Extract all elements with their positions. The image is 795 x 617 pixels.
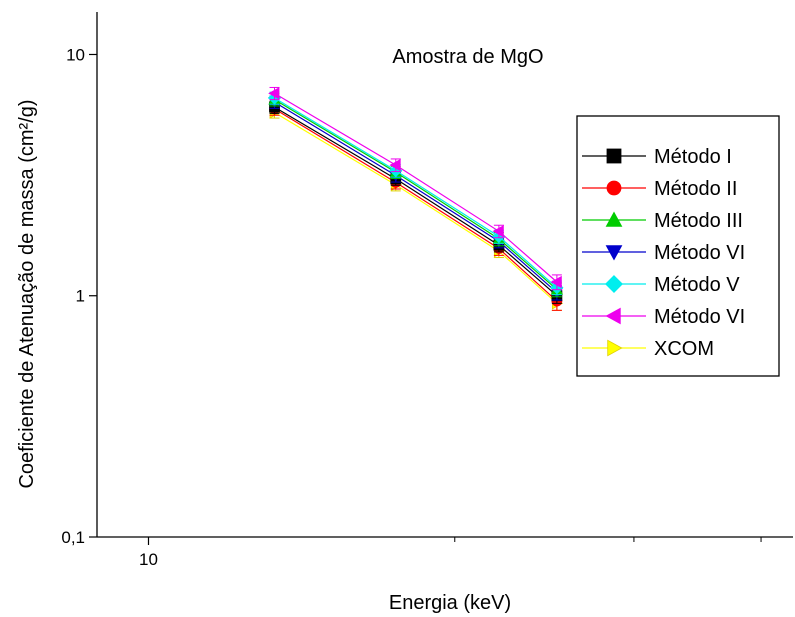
series-line	[274, 106, 558, 297]
legend-item: Método III	[582, 210, 743, 232]
series-6	[268, 86, 562, 291]
series-line	[274, 111, 558, 304]
y-axis-title: Coeficiente de Atenuação de massa (cm²/g…	[16, 99, 38, 488]
legend-marker	[605, 275, 623, 293]
legend-item: Método I	[582, 146, 732, 168]
series-line	[274, 92, 558, 283]
series-layer	[267, 86, 564, 311]
plot-frame	[96, 12, 793, 538]
data-point	[389, 158, 401, 172]
chart-title: Amostra de MgO	[392, 46, 543, 68]
legend-label: Método VI	[654, 242, 745, 264]
y-tick-label: 0,1	[61, 528, 85, 547]
axis-ticks: 0,1 1 10 10	[61, 45, 762, 569]
legend-marker	[606, 180, 622, 196]
series-line	[274, 97, 558, 289]
data-point	[268, 87, 280, 100]
legend-marker	[607, 339, 623, 357]
x-axis-title: Energia (keV)	[389, 592, 511, 614]
series-line	[274, 99, 558, 291]
legend-label: Método I	[654, 146, 732, 168]
legend-label: Método V	[654, 274, 740, 296]
legend-label: Método VI	[654, 306, 745, 328]
data-point	[550, 275, 562, 289]
legend-items: Método I Método II Método III Método VI Méto…	[582, 146, 745, 360]
legend-label: Método III	[654, 210, 743, 232]
legend-marker	[606, 148, 622, 164]
legend: Método I Método II Método III Método VI Méto…	[576, 115, 780, 377]
legend-marker	[605, 211, 623, 227]
x-tick-label: 10	[139, 550, 158, 569]
y-tick-label: 10	[66, 45, 85, 64]
legend-label: XCOM	[654, 338, 714, 360]
series-line	[274, 101, 558, 294]
legend-item: Método II	[582, 178, 737, 200]
legend-item: Método VI	[582, 306, 745, 328]
legend-item: Método VI	[582, 242, 745, 264]
legend-item: XCOM	[582, 338, 714, 360]
series-line	[274, 108, 558, 302]
legend-label: Método II	[654, 178, 737, 200]
legend-marker	[605, 307, 621, 325]
data-point	[492, 225, 504, 238]
y-tick-label: 1	[76, 287, 85, 306]
legend-item: Método V	[582, 274, 740, 296]
legend-marker	[605, 245, 623, 261]
